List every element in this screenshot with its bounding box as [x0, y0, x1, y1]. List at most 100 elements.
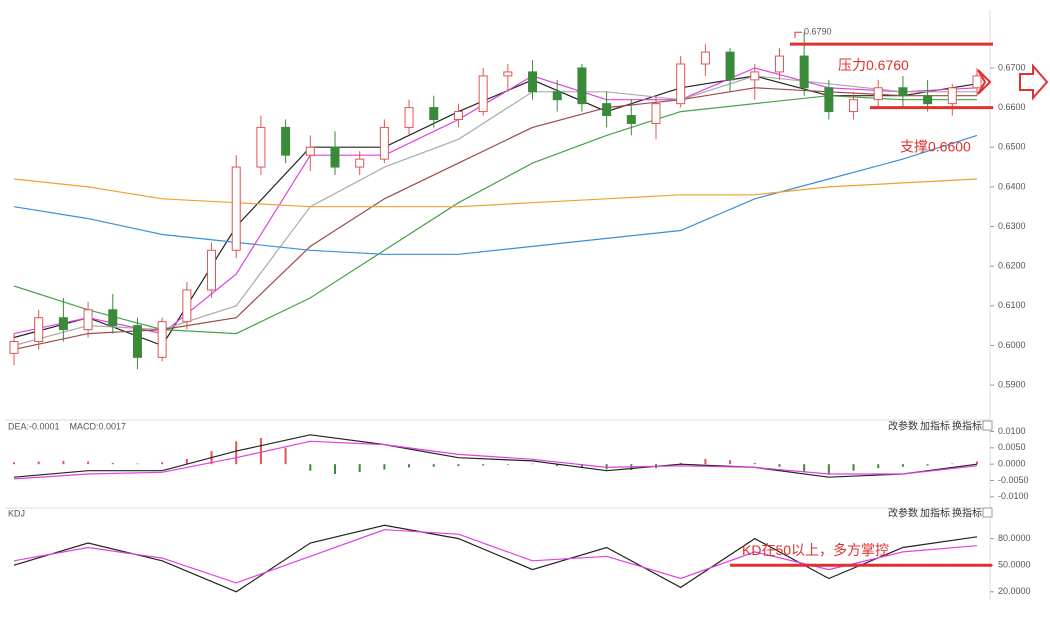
candle-body	[774, 55, 784, 73]
candle-body	[799, 55, 809, 89]
y-tick-label: 0.6000	[998, 340, 1026, 350]
macd-bar	[901, 464, 904, 467]
right-arrow	[1019, 63, 1049, 101]
y-tick-label: -0.0050	[998, 475, 1029, 485]
candle-body	[898, 87, 908, 97]
line	[13, 87, 977, 350]
candle-body	[725, 51, 735, 81]
line	[13, 440, 978, 480]
candle-body	[676, 63, 686, 105]
button[interactable]: 改参数	[888, 507, 918, 520]
y-tick-label: 80.0000	[998, 533, 1031, 543]
macd-bar	[556, 464, 559, 467]
button[interactable]: 加指标	[920, 507, 950, 520]
candle-body	[182, 289, 192, 323]
macd-bar	[457, 464, 460, 467]
candle-body	[503, 71, 513, 77]
candle-body	[34, 317, 44, 342]
candle-body	[453, 111, 463, 121]
y-tick-label: 0.6100	[998, 300, 1026, 310]
candle-body	[824, 87, 834, 113]
macd-bar	[284, 447, 287, 465]
candle-body	[9, 340, 19, 354]
macd-bar	[580, 464, 583, 469]
candle-body	[108, 309, 118, 327]
macd-bar	[506, 464, 509, 465]
macd-bar	[679, 462, 682, 465]
macd-bar	[358, 464, 361, 473]
candle-body	[429, 107, 439, 120]
line	[13, 178, 978, 208]
candle-body	[700, 51, 710, 65]
candle-body	[602, 103, 612, 117]
y-tick-label: 0.5900	[998, 379, 1026, 389]
candle-body	[157, 321, 167, 358]
candle-body	[923, 95, 933, 105]
y-tick-label: 0.6600	[998, 102, 1026, 112]
line	[13, 75, 978, 347]
macd-bar	[729, 460, 732, 465]
y-tick-label: 0.0050	[998, 442, 1026, 452]
candle-body	[651, 103, 661, 124]
candle-body	[750, 71, 760, 81]
arrow-icon	[977, 69, 992, 95]
y-tick-label: 50.0000	[998, 560, 1031, 570]
macd-bar	[976, 461, 978, 465]
macd-bar	[432, 464, 435, 467]
button[interactable]: 换指标	[952, 420, 982, 433]
candle-body	[478, 75, 488, 113]
high-marker-label: 0.6790	[804, 27, 832, 37]
macd-bar	[926, 464, 929, 466]
candle-body	[404, 107, 414, 128]
candle-body	[231, 166, 241, 251]
macd-bar	[531, 463, 534, 465]
close-button[interactable]	[982, 420, 993, 431]
macd-bar	[852, 464, 855, 471]
y-tick-label: 0.6400	[998, 181, 1026, 191]
candle-body	[849, 99, 859, 113]
y-tick-label: 20.0000	[998, 586, 1031, 596]
candle-body	[947, 87, 957, 105]
line	[13, 67, 978, 335]
macd-bar	[62, 460, 65, 465]
candle-body	[256, 126, 266, 168]
close-button[interactable]	[982, 507, 993, 518]
macd-bar	[13, 462, 15, 465]
line	[13, 95, 977, 335]
button[interactable]: 换指标	[952, 507, 982, 520]
candle-body	[58, 317, 68, 331]
readout: KDJ	[8, 508, 25, 518]
macd-bar	[136, 463, 139, 465]
candle-body	[83, 309, 93, 331]
y-tick-label: 0.6200	[998, 261, 1026, 271]
button[interactable]: 加指标	[920, 420, 950, 433]
macd-bar	[827, 464, 830, 475]
macd-bar	[408, 464, 411, 468]
macd-bar	[951, 463, 954, 465]
line	[13, 134, 978, 255]
resistance-label: 压力0.6760	[838, 57, 909, 73]
macd-bar	[605, 464, 608, 470]
button[interactable]: 改参数	[888, 420, 918, 433]
line	[13, 434, 978, 478]
y-tick-label: 0.6700	[998, 62, 1026, 72]
y-tick-label: 0.0000	[998, 459, 1026, 469]
macd-bar	[309, 464, 312, 471]
candle-body	[577, 67, 587, 105]
macd-bar	[235, 441, 238, 465]
y-tick-label: 0.0100	[998, 426, 1026, 436]
level-label: KD在50以上，多方掌控	[742, 542, 889, 558]
candle-body	[132, 325, 142, 358]
macd-bar	[111, 462, 114, 465]
candle-body	[528, 71, 538, 93]
candle-body	[379, 126, 389, 160]
candle-body	[972, 75, 982, 89]
line	[13, 75, 977, 347]
candle-body	[207, 249, 217, 291]
macd-bar	[37, 461, 40, 465]
macd-bar	[161, 462, 164, 465]
macd-bar	[704, 458, 707, 465]
y-tick-label: 0.6500	[998, 142, 1026, 152]
candle-body	[305, 146, 315, 156]
